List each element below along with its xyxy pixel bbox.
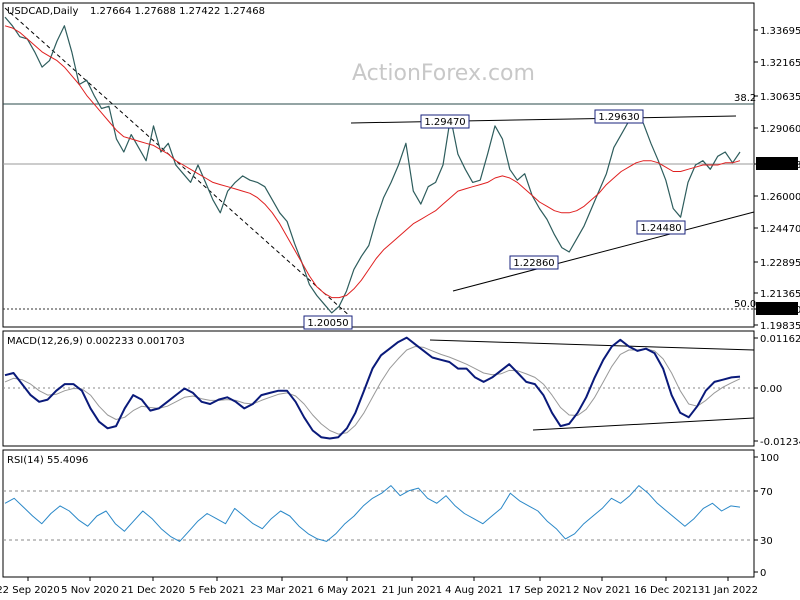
rsi-panel-frame [2, 449, 755, 578]
macd-ytick-label: 0.00 [760, 384, 782, 395]
price-ytick-label: 1.30635 [760, 92, 800, 103]
price-ytick-label: 1.33695 [760, 26, 800, 37]
price-annotation-label: 1.29470 [424, 117, 465, 128]
xtick-label: 17 Sep 2021 [508, 585, 571, 596]
price-ytick-label: 1.22895 [760, 258, 800, 269]
price-annotation-box [509, 255, 559, 270]
axis-layer: 1.33695 1.32165 1.30635 1.29060 1.27468 1.260… [0, 26, 800, 596]
xtick-label: 21 Jun 2021 [382, 585, 442, 596]
xtick-label: 2 Nov 2021 [573, 585, 631, 596]
price-annotation-box [303, 315, 353, 330]
support-price-box [756, 302, 798, 315]
price-annotation-label: 1.29630 [598, 112, 639, 123]
price-panel-frame [2, 2, 755, 328]
price-ytick-label: 1.21365 [760, 289, 800, 300]
xtick-label: 5 Nov 2020 [61, 585, 119, 596]
xtick-label: 23 Mar 2021 [250, 585, 313, 596]
macd-upper-trendline [429, 339, 755, 351]
rsi-header: RSI(14) 55.4096 [7, 455, 88, 466]
price-ytick-label: 1.19835 [760, 321, 800, 332]
price-annotation-box [594, 109, 644, 124]
xtick-label: 5 Feb 2021 [189, 585, 245, 596]
rsi-line [4, 485, 741, 542]
price-ytick-label: 1.32165 [760, 58, 800, 69]
macd-line [4, 336, 741, 440]
rsi-ytick-label: 70 [760, 487, 773, 498]
rsi-ytick-label: 0 [760, 568, 766, 579]
watermark: ActionForex.com [352, 61, 535, 86]
current-price-box [756, 157, 798, 170]
series-layer [4, 16, 741, 542]
macd-signal-line [4, 346, 741, 435]
fib-38-label: 38.2 [734, 93, 756, 104]
price-series-line [4, 16, 741, 314]
price-header-symbol: USDCAD,Daily [7, 6, 78, 17]
fib-50-label: 50.0 [734, 299, 756, 310]
price-annotation-box [420, 114, 470, 129]
price-ytick-label: 1.27468 [760, 160, 800, 171]
macd-header: MACD(12,26,9) 0.002233 0.001703 [7, 336, 185, 347]
xtick-label: 22 Sep 2020 [0, 585, 60, 596]
xtick-label: 4 Aug 2021 [445, 585, 503, 596]
macd-ytick-label: 0.011629 [760, 334, 800, 345]
price-annotation-label: 1.24480 [640, 223, 681, 234]
xtick-label: 31 Jan 2022 [698, 585, 758, 596]
xtick-label: 21 Dec 2020 [121, 585, 185, 596]
price-header-ohlc: 1.27664 1.27688 1.27422 1.27468 [90, 6, 265, 17]
price-ytick-label: 1.24470 [760, 224, 800, 235]
top-trendline [350, 115, 737, 124]
price-ytick-label: 1.29060 [760, 124, 800, 135]
price-annotation-label: 1.22860 [513, 258, 554, 269]
annotation-layer: 1.29470 1.29630 1.22860 1.24480 1.20050 [303, 109, 686, 330]
sma-series-line [4, 25, 741, 299]
xtick-label: 6 May 2021 [318, 585, 377, 596]
rsi-ytick-label: 100 [760, 453, 779, 464]
macd-ytick-label: -0.012348 [760, 437, 800, 448]
xtick-label: 16 Dec 2021 [634, 585, 698, 596]
price-ytick-label: 1.26000 [760, 192, 800, 203]
price-annotation-label: 1.20050 [307, 318, 348, 329]
rsi-ytick-label: 30 [760, 536, 773, 547]
rising-trendline [452, 211, 755, 292]
dashed-down-trendline [4, 7, 353, 319]
macd-lower-trendline [532, 417, 755, 431]
price-ytick-label: 1.20610 [760, 305, 800, 316]
price-annotation-box [636, 220, 686, 235]
